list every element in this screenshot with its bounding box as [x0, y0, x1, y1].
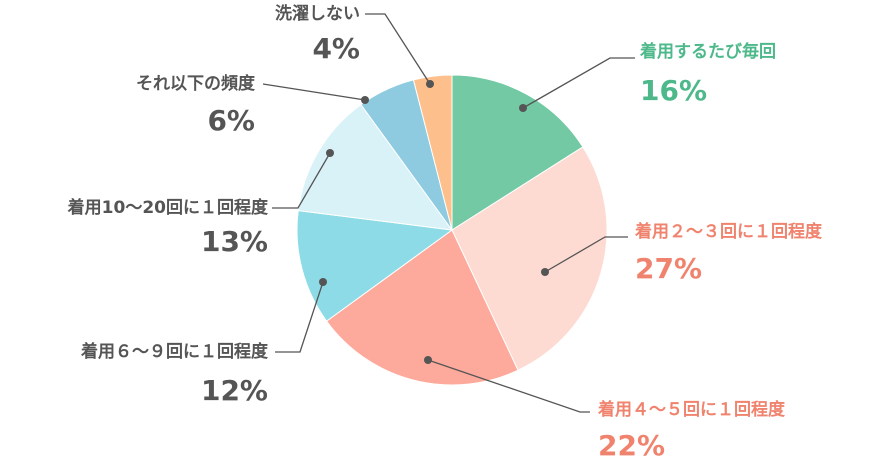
slice-value: 27%: [635, 252, 702, 285]
slice-label: それ以下の頻度: [136, 73, 256, 94]
slice-label: 着用６～９回に１回程度: [80, 341, 269, 362]
leader-line: [427, 359, 590, 413]
slice-value: 4%: [312, 32, 360, 65]
slice-label: 着用するたび毎回: [639, 41, 776, 62]
leader-line: [272, 152, 331, 209]
leader-dot: [541, 268, 549, 276]
pie-slice: [296, 210, 454, 322]
slice-label: 洗濯しない: [275, 3, 360, 24]
leader-line: [522, 57, 635, 109]
leader-dot: [424, 356, 432, 364]
leader-dot: [361, 96, 369, 104]
slice-value: 13%: [201, 225, 268, 258]
leader-dot: [319, 278, 327, 286]
slice-value: 22%: [598, 429, 665, 462]
slice-value: 12%: [201, 374, 268, 407]
slice-label: 着用４～５回に１回程度: [597, 399, 786, 420]
slice-value: 16%: [640, 74, 707, 107]
leader-dot: [326, 149, 334, 157]
pie-slice: [297, 103, 454, 231]
slice-label: 着用10～20回に１回程度: [67, 197, 269, 218]
pie-slice: [451, 146, 608, 371]
pie-slice: [325, 229, 519, 386]
pie-slice: [451, 74, 584, 231]
leader-line: [544, 236, 628, 273]
leader-dot: [519, 104, 527, 112]
leader-line: [262, 83, 366, 101]
slice-label: 着用２～３回に１回程度: [634, 221, 823, 242]
leader-dot: [426, 80, 434, 88]
pie-slice: [412, 74, 453, 231]
slice-value: 6%: [207, 104, 255, 137]
leader-line: [275, 281, 324, 353]
leader-line: [365, 13, 431, 85]
